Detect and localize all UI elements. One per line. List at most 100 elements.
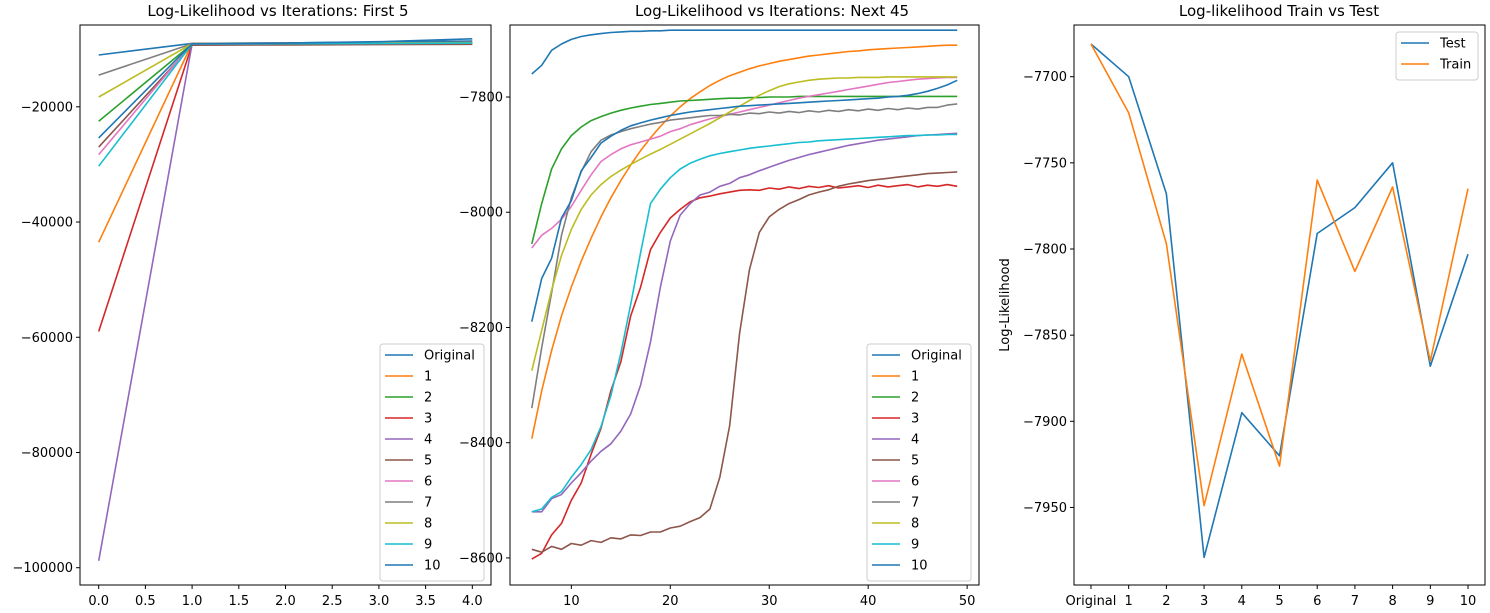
x-tick-label-train-vs-test: 5	[1275, 594, 1283, 609]
legend-label-train-vs-test-train: Train	[1439, 58, 1471, 73]
legend-box-next-45	[866, 343, 972, 582]
axes-frame-train-vs-test	[1073, 24, 1486, 586]
x-tick-label-train-vs-test: 8	[1388, 594, 1396, 609]
legend-label-first-5-1: 1	[424, 370, 432, 385]
legend-label-first-5-3: 3	[424, 412, 432, 427]
y-tick-label-first-5: −80000	[21, 446, 73, 461]
chart-title-next-45: Log-Likelihood vs Iterations: Next 45	[635, 2, 909, 20]
x-tick-label-train-vs-test: 6	[1313, 594, 1321, 609]
legend-box-first-5	[379, 343, 485, 582]
x-tick-label-next-45: 10	[563, 594, 580, 609]
legend-label-next-45-6: 6	[911, 475, 919, 490]
legend-label-next-45-3: 3	[911, 412, 919, 427]
legend-train-vs-test: Test Train	[1395, 31, 1479, 81]
x-tick-label-first-5: 3.5	[415, 594, 436, 609]
legend-first-5: Original 1 2 3 4 5 6 7 8 9 10	[379, 343, 485, 582]
series-line-train-vs-test-train	[1090, 43, 1469, 507]
series-line-next-45-10	[531, 79, 958, 322]
y-axis-label-train-vs-test: Log-Likelihood	[998, 258, 1013, 351]
x-tick-label-first-5: 0.0	[88, 594, 109, 609]
y-tick-label-train-vs-test: −7900	[1023, 415, 1067, 430]
legend-label-next-45-2: 2	[911, 391, 919, 406]
x-tick-label-first-5: 4.0	[462, 594, 483, 609]
series-line-next-45-7	[531, 103, 958, 409]
legend-label-next-45-8: 8	[911, 517, 919, 532]
legend-label-first-5-8: 8	[424, 517, 432, 532]
y-tick-label-next-45: −7800	[459, 91, 503, 106]
x-tick-label-next-45: 20	[662, 594, 679, 609]
x-tick-label-train-vs-test: 9	[1426, 594, 1434, 609]
plot-area-train-vs-test: Original 1 2 3 4 5 6 7 8 9 10 −7950 −7900 −7850 −7800 −…	[1023, 24, 1486, 609]
legend-label-first-5-2: 2	[424, 391, 432, 406]
x-tick-label-first-5: 2.0	[275, 594, 296, 609]
series-line-next-45-4	[531, 132, 958, 513]
series-line-first-5-1	[97, 41, 473, 243]
legend-label-first-5-9: 9	[424, 538, 432, 553]
y-tick-label-first-5: −20000	[21, 100, 73, 115]
x-tick-label-next-45: 30	[761, 594, 778, 609]
axes-frame-next-45	[509, 24, 980, 586]
y-tick-label-train-vs-test: −7800	[1023, 243, 1067, 258]
legend-label-next-45-4: 4	[911, 433, 919, 448]
plot-area-first-5: 0.0 0.5 1.0 1.5 2.0 2.5 3.0 3.5 4.0 −100000 −80000…	[12, 24, 492, 609]
legend-label-first-5-10: 10	[424, 559, 441, 574]
y-tick-label-first-5: −40000	[21, 216, 73, 231]
panel-train-vs-test: Log-likelihood Train vs Test Log-Likelih…	[998, 2, 1486, 609]
y-tick-label-first-5: −100000	[12, 561, 73, 576]
series-line-next-45-6	[531, 76, 958, 249]
series-line-first-5-9	[98, 42, 473, 167]
x-tick-label-first-5: 1.0	[182, 594, 203, 609]
legend-label-first-5-7: 7	[424, 496, 432, 511]
x-tick-label-next-45: 50	[959, 594, 976, 609]
series-line-first-5-5	[98, 43, 473, 148]
y-tick-label-train-vs-test: −7950	[1023, 501, 1067, 516]
x-tick-label-train-vs-test: 3	[1200, 594, 1208, 609]
legend-label-train-vs-test-test: Test	[1439, 37, 1466, 52]
chart-title-train-vs-test: Log-likelihood Train vs Test	[1179, 2, 1379, 20]
legend-label-next-45-5: 5	[911, 454, 919, 469]
legend-label-next-45-1: 1	[911, 370, 919, 385]
x-tick-label-train-vs-test: 1	[1125, 594, 1133, 609]
legend-label-next-45-9: 9	[911, 538, 919, 553]
legend-label-next-45-10: 10	[911, 559, 928, 574]
series-line-next-45-original	[531, 29, 958, 75]
legend-label-first-5-original: Original	[424, 349, 475, 364]
series-line-next-45-1	[531, 44, 958, 439]
series-line-next-45-2	[531, 95, 958, 245]
y-tick-label-train-vs-test: −7750	[1023, 156, 1067, 171]
series-line-first-5-6	[98, 42, 473, 156]
y-tick-label-next-45: −8000	[459, 206, 503, 221]
legend-next-45: Original 1 2 3 4 5 6 7 8 9 10	[866, 343, 972, 582]
y-tick-label-next-45: −8400	[459, 436, 503, 451]
legend-label-first-5-6: 6	[424, 475, 432, 490]
series-line-next-45-8	[531, 76, 958, 371]
x-tick-label-train-vs-test: Original	[1066, 594, 1117, 609]
panel-first-5: Log-Likelihood vs Iterations: First 5 0.…	[12, 2, 492, 609]
y-tick-label-first-5: −60000	[21, 331, 73, 346]
legend-label-next-45-7: 7	[911, 496, 919, 511]
plot-area-next-45: 10 20 30 40 50 −8600 −8400 −8200 −8000 −7800	[459, 24, 980, 609]
x-tick-label-first-5: 2.5	[322, 594, 343, 609]
x-tick-label-train-vs-test: 4	[1238, 594, 1246, 609]
x-tick-label-first-5: 1.5	[228, 594, 249, 609]
x-tick-label-train-vs-test: 7	[1351, 594, 1359, 609]
y-tick-label-train-vs-test: −7700	[1023, 70, 1067, 85]
series-line-next-45-5	[531, 171, 958, 554]
series-line-train-vs-test-test	[1090, 43, 1469, 559]
series-line-next-45-9	[531, 133, 958, 513]
x-tick-label-train-vs-test: 2	[1162, 594, 1170, 609]
x-tick-label-first-5: 0.5	[135, 594, 156, 609]
x-tick-label-first-5: 3.0	[369, 594, 390, 609]
y-tick-label-next-45: −8600	[459, 551, 503, 566]
panel-next-45: Log-Likelihood vs Iterations: Next 45 10…	[459, 2, 980, 609]
legend-label-first-5-5: 5	[424, 454, 432, 469]
x-tick-label-next-45: 40	[860, 594, 877, 609]
y-tick-label-next-45: −8200	[459, 321, 503, 336]
legend-label-next-45-original: Original	[911, 349, 962, 364]
y-tick-label-train-vs-test: −7850	[1023, 329, 1067, 344]
chart-title-first-5: Log-Likelihood vs Iterations: First 5	[147, 2, 408, 20]
legend-label-first-5-4: 4	[424, 433, 432, 448]
x-tick-label-train-vs-test: 10	[1460, 594, 1477, 609]
legend-box-train-vs-test	[1395, 31, 1479, 81]
